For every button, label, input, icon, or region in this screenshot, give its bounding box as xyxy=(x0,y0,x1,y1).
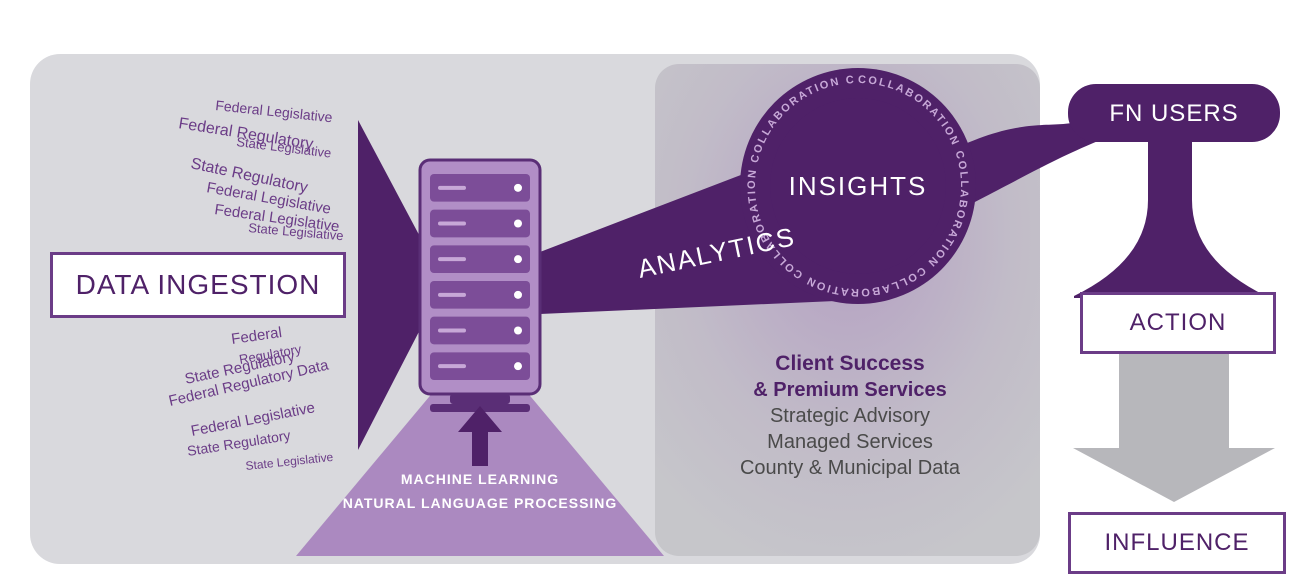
svg-text:Strategic Advisory: Strategic Advisory xyxy=(770,405,930,427)
data-ingestion-text: DATA INGESTION xyxy=(76,269,321,301)
svg-text:Managed Services: Managed Services xyxy=(767,431,933,453)
svg-text:County & Municipal Data: County & Municipal Data xyxy=(740,457,961,479)
action-text: ACTION xyxy=(1130,309,1227,337)
data-ingestion-label: DATA INGESTION xyxy=(50,252,346,318)
influence-text: INFLUENCE xyxy=(1104,529,1249,557)
action-label: ACTION xyxy=(1080,292,1276,354)
svg-text:NATURAL LANGUAGE PROCESSING: NATURAL LANGUAGE PROCESSING xyxy=(343,495,618,511)
svg-text:FN USERS: FN USERS xyxy=(1109,100,1238,127)
svg-text:INSIGHTS: INSIGHTS xyxy=(789,171,928,201)
svg-text:& Premium Services: & Premium Services xyxy=(753,379,946,401)
svg-text:MACHINE LEARNING: MACHINE LEARNING xyxy=(401,471,559,487)
diagram-stage: Federal LegislativeFederal RegulatorySta… xyxy=(0,0,1314,588)
svg-text:Client Success: Client Success xyxy=(775,352,924,375)
influence-label: INFLUENCE xyxy=(1068,512,1286,574)
